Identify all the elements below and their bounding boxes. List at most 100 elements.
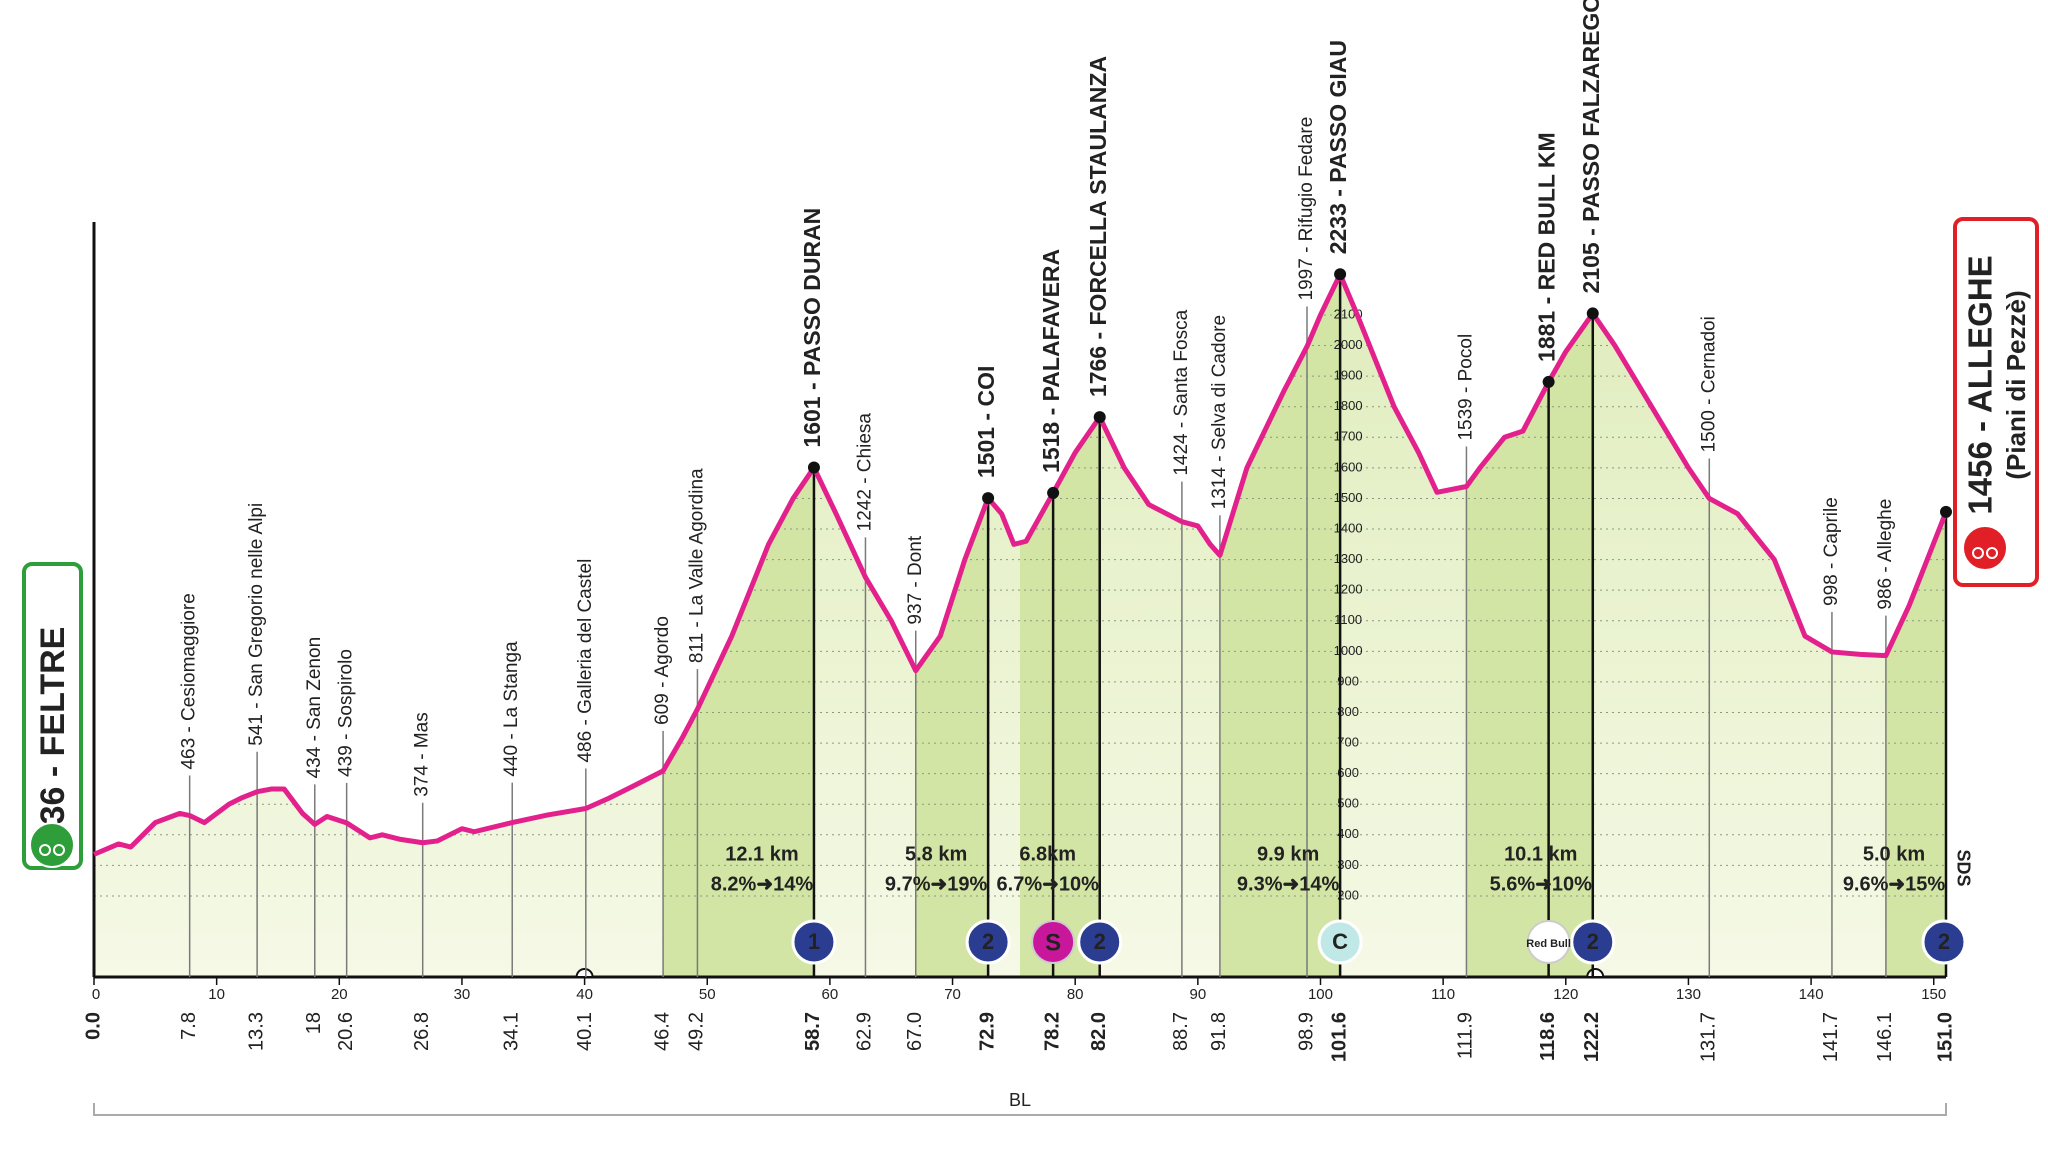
waypoint-label: 486 - Galleria del Castel (575, 559, 596, 763)
km-label: 58.7 (802, 1012, 824, 1051)
climb-gradient: 9.3%➜14% (1237, 873, 1340, 895)
waypoint-label: 937 - Dont (905, 535, 926, 624)
y-tick-label: 300 (1337, 857, 1359, 872)
climb-length: 6.8km (1019, 843, 1076, 865)
y-tick-label: 1000 (1334, 643, 1363, 658)
x-tick-label: 50 (699, 986, 716, 1003)
km-label: 62.9 (854, 1012, 876, 1051)
km-label: 72.9 (976, 1012, 998, 1051)
km-label: 13.3 (245, 1012, 267, 1051)
km-label: 131.7 (1698, 1012, 1720, 1062)
km-label: 91.8 (1208, 1012, 1230, 1051)
waypoint-label: 1314 - Selva di Cadore (1209, 315, 1230, 509)
start-icon (29, 822, 75, 868)
climb-gradient: 9.7%➜19% (885, 873, 988, 895)
summit-dot (1586, 307, 1599, 320)
waypoint-label: 998 - Caprile (1821, 497, 1842, 606)
x-tick-label: 30 (454, 986, 471, 1003)
y-tick-label: 1200 (1334, 582, 1363, 597)
km-label: 34.1 (501, 1012, 523, 1051)
km-label: 20.6 (335, 1012, 357, 1051)
start-icon-wheel (53, 844, 65, 856)
x-tick-label: 10 (208, 986, 225, 1003)
marker-icon (1031, 920, 1076, 964)
waypoint-label: 1500 - Cernadoi (1698, 316, 1719, 452)
km-label: 111.9 (1455, 1012, 1477, 1059)
tunnel-icon (1586, 968, 1605, 978)
climb-category: C (1332, 929, 1348, 954)
climb-length: 5.8 km (905, 843, 967, 865)
x-tick-label: 0 (92, 986, 100, 1003)
y-tick-label: 1300 (1334, 551, 1363, 566)
marker-label: Red Bull (1526, 938, 1571, 950)
km-label: 146.1 (1874, 1012, 1896, 1062)
waypoint-label: 1766 - FORCELLA STAULANZA (1085, 56, 1111, 397)
climb-icon (1570, 919, 1616, 965)
climb-length: 5.0 km (1863, 843, 1925, 865)
climb-icon (1921, 919, 1967, 965)
km-label: 67.0 (904, 1012, 926, 1051)
climb-icon (1317, 919, 1363, 965)
waypoint-label: 609 - Agordo (652, 616, 673, 725)
y-tick-label: 1700 (1334, 429, 1363, 444)
finish-icon (1962, 525, 2008, 571)
km-label: 98.9 (1295, 1012, 1317, 1051)
waypoint-label: 1518 - PALAFAVERA (1038, 249, 1064, 473)
km-label: 118.6 (1537, 1012, 1559, 1061)
climb-length: 10.1 km (1504, 843, 1577, 865)
km-label: 141.7 (1820, 1012, 1842, 1062)
y-tick-label: 500 (1337, 796, 1359, 811)
waypoint-label: 463 - Cesiomaggiore (179, 593, 200, 769)
summit-dot (807, 461, 820, 474)
x-tick-label: 40 (576, 986, 593, 1003)
x-tick-label: 100 (1308, 986, 1333, 1003)
y-tick-label: 800 (1337, 704, 1359, 719)
waypoint-label: 1424 - Santa Fosca (1171, 309, 1192, 475)
waypoint-label: 374 - Mas (412, 712, 433, 796)
climb-gradient: 5.6%➜10% (1490, 873, 1593, 895)
climb-category: 2 (1094, 929, 1106, 954)
y-tick-label: 1600 (1334, 459, 1363, 474)
y-tick-label: 1500 (1334, 490, 1363, 505)
brand-mark: SDS (1953, 849, 1973, 886)
waypoint-label: 440 - La Stanga (501, 641, 522, 777)
y-tick-label: 2000 (1334, 337, 1363, 352)
x-tick-label: 130 (1676, 986, 1701, 1003)
y-tick-label: 400 (1337, 826, 1359, 841)
x-tick-label: 80 (1067, 986, 1084, 1003)
region-bracket (93, 1103, 1947, 1116)
km-label: 40.1 (574, 1012, 596, 1051)
summit-dot (1334, 268, 1347, 281)
km-label: 7.8 (178, 1012, 200, 1040)
x-tick-label: 110 (1431, 986, 1455, 1003)
waypoint-label: 1997 - Rifugio Fedare (1296, 117, 1317, 301)
waypoint-label: 811 - La Valle Agordina (686, 468, 707, 663)
climb-band (1466, 274, 1593, 977)
y-tick-label: 200 (1337, 887, 1359, 902)
waypoint-label: 1601 - PASSO DURAN (799, 208, 825, 448)
x-tick-label: 20 (331, 986, 348, 1003)
region-label: BL (1009, 1090, 1031, 1110)
km-label: 78.2 (1041, 1012, 1063, 1051)
y-tick-label: 600 (1337, 765, 1359, 780)
km-label: 82.0 (1088, 1012, 1110, 1051)
summit-dot (1047, 486, 1060, 499)
y-tick-label: 700 (1337, 735, 1359, 750)
marker-icon (1526, 920, 1571, 964)
x-tick-label: 140 (1799, 986, 1824, 1003)
km-label: 101.6 (1328, 1012, 1350, 1062)
summit-dot (1542, 375, 1555, 388)
y-tick-label: 1400 (1334, 520, 1363, 535)
climb-gradient: 8.2%➜14% (711, 873, 814, 895)
summit-dot (1940, 505, 1952, 518)
x-tick-label: 120 (1553, 986, 1578, 1003)
finish-sublabel: (Piani di Pezzè) (2001, 290, 2031, 479)
km-label: 18 (303, 1012, 325, 1034)
km-label: 0.0 (82, 1012, 104, 1040)
climb-category: 1 (808, 929, 820, 954)
summit-dot (982, 492, 995, 505)
km-label: 26.8 (411, 1012, 433, 1051)
y-tick-label: 900 (1337, 673, 1359, 688)
tunnel-icon (575, 968, 594, 978)
